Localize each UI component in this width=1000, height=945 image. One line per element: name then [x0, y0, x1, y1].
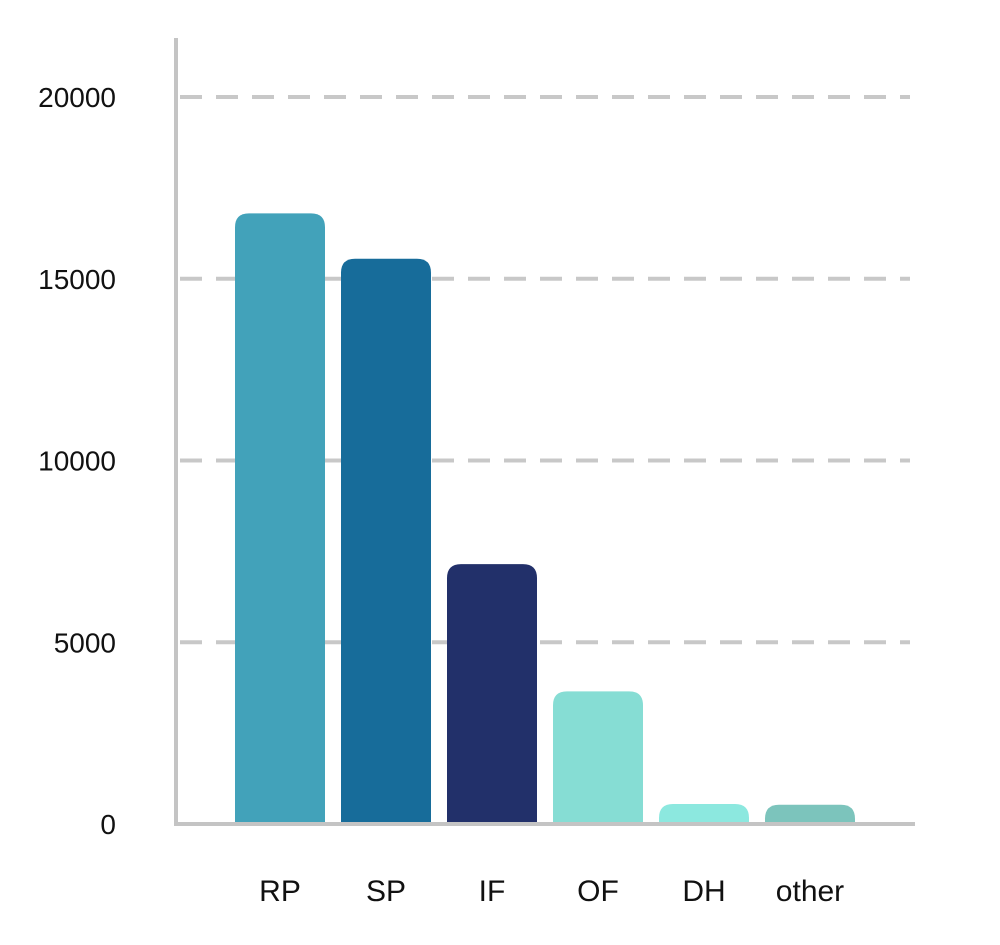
x-tick-labels: RP SP IF OF DH other: [259, 875, 844, 908]
bar-rp: [235, 213, 325, 824]
y-tick-label: 5000: [54, 627, 116, 658]
x-tick-label-dh: DH: [682, 875, 725, 908]
y-tick-label: 0: [100, 809, 116, 840]
x-tick-label-if: IF: [479, 875, 506, 908]
bar-sp: [341, 258, 431, 824]
y-tick-label: 20000: [38, 82, 116, 113]
bar-of: [553, 691, 643, 824]
x-tick-label-rp: RP: [259, 875, 301, 908]
bar-if: [447, 564, 537, 824]
y-tick-labels: 0 5000 10000 15000 20000: [38, 82, 116, 840]
bars: [235, 213, 855, 824]
x-tick-label-of: OF: [577, 875, 619, 908]
bar-other: [765, 804, 855, 824]
bar-dh: [659, 804, 749, 824]
y-tick-label: 10000: [38, 446, 116, 477]
y-tick-label: 15000: [38, 264, 116, 295]
x-tick-label-sp: SP: [366, 875, 406, 908]
x-tick-label-other: other: [776, 875, 844, 908]
